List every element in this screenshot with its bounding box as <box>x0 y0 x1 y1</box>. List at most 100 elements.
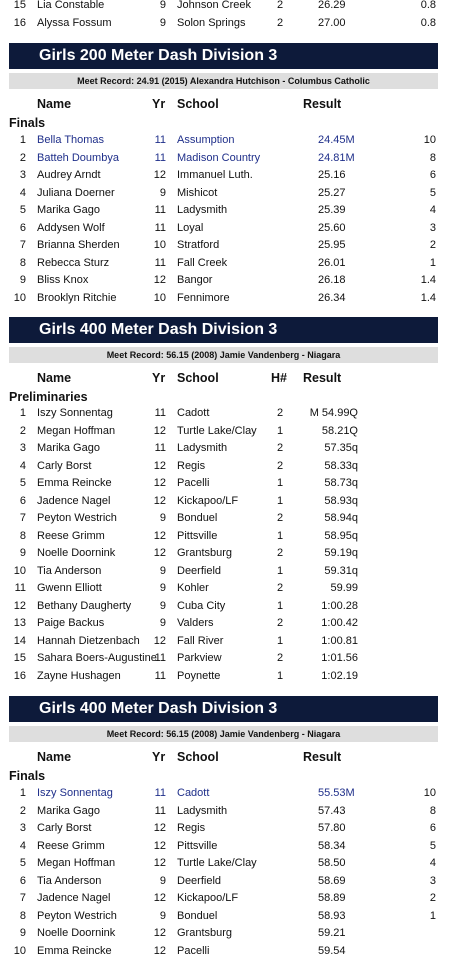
year: 11 <box>154 652 166 664</box>
athlete-name: Brooklyn Ritchie <box>37 291 117 304</box>
header-year: Yr <box>152 97 166 111</box>
place: 12 <box>13 599 26 612</box>
school: Deerfield <box>177 874 222 887</box>
year: 10 <box>153 239 166 251</box>
result: 25.39 <box>318 204 346 216</box>
athlete-name: Zayne Hushagen <box>37 669 121 682</box>
place: 13 <box>13 617 26 629</box>
meet-record: Meet Record: 56.15 (2008) Jamie Vandenbe… <box>9 726 438 742</box>
athlete-name: Bella Thomas <box>37 134 105 146</box>
header-heat: H# <box>271 371 287 385</box>
table-row: 2 Marika Gago 11 Ladysmith 57.43 8 <box>0 803 451 820</box>
heat: 1 <box>276 669 284 682</box>
result: 59.31q <box>324 564 358 577</box>
athlete-name: Rebecca Sturz <box>37 256 110 269</box>
school: Bangor <box>177 274 213 286</box>
table-row: 8 Rebecca Sturz 11 Fall Creek 26.01 1 <box>0 255 451 272</box>
athlete-name: Tia Anderson <box>37 874 102 887</box>
heat: 1 <box>276 494 284 507</box>
points: 1 <box>429 909 436 922</box>
year: 9 <box>159 0 166 11</box>
table-row: 15 Sahara Boers-Augustine 11 Parkview 2 1:01.… <box>0 650 451 667</box>
place: 1 <box>19 787 26 799</box>
athlete-name: Emma Reincke <box>37 944 112 957</box>
school: Cuba City <box>177 599 226 612</box>
table-row: 16 Zayne Hushagen 11 Poynette 1 1:02.19 <box>0 668 451 685</box>
table-row: 7 Jadence Nagel 12 Kickapoo/LF 58.89 2 <box>0 890 451 907</box>
table-row: 6 Addysen Wolf 11 Loyal 25.60 3 <box>0 220 451 237</box>
points: 4 <box>429 204 436 216</box>
table-row: 5 Marika Gago 11 Ladysmith 25.39 4 <box>0 202 451 219</box>
school: Johnson Creek <box>177 0 251 11</box>
school: Pittsville <box>177 839 218 852</box>
event-title: Girls 200 Meter Dash Division 3 <box>9 43 438 69</box>
result: 58.34 <box>318 839 346 852</box>
result: 57.35q <box>324 442 358 454</box>
athlete-name: Iszy Sonnentag <box>37 407 113 419</box>
school: Bonduel <box>177 512 218 524</box>
school: Solon Springs <box>177 17 246 29</box>
place: 15 <box>13 0 26 11</box>
points: 0.8 <box>420 17 436 29</box>
school: Turtle Lake/Clay <box>177 857 257 869</box>
event-title: Girls 400 Meter Dash Division 3 <box>9 317 438 343</box>
place: 15 <box>13 652 26 664</box>
table-row: 8 Reese Grimm 12 Pittsville 1 58.95q <box>0 528 451 545</box>
table-row: 13 Paige Backus 9 Valders 2 1:00.42 <box>0 615 451 632</box>
table-row: 7 Peyton Westrich 9 Bonduel 2 58.94q <box>0 510 451 527</box>
place: 16 <box>13 17 26 29</box>
year: 12 <box>153 477 166 489</box>
result: 58.93 <box>318 909 346 922</box>
place: 2 <box>19 424 26 437</box>
points: 8 <box>429 804 436 817</box>
points: 1 <box>429 256 436 269</box>
result: 24.45M <box>318 134 355 146</box>
round-label: Finals <box>9 116 46 130</box>
year: 9 <box>159 564 166 577</box>
year: 11 <box>154 134 166 146</box>
athlete-name: Bliss Knox <box>37 274 89 286</box>
school: Parkview <box>177 652 222 664</box>
year: 9 <box>159 582 166 594</box>
result: 25.16 <box>318 169 346 181</box>
athlete-name: Jadence Nagel <box>37 494 111 507</box>
year: 12 <box>153 944 166 957</box>
school: Fennimore <box>177 291 230 304</box>
heat: 2 <box>276 512 284 524</box>
athlete-name: Tia Anderson <box>37 564 102 577</box>
result: 59.19q <box>324 547 358 559</box>
result: 1:02.19 <box>321 669 358 682</box>
heat: 2 <box>276 617 284 629</box>
heat: 2 <box>276 407 284 419</box>
year: 12 <box>153 927 166 939</box>
result: 58.33q <box>324 459 358 472</box>
place: 10 <box>13 944 26 957</box>
school: Pacelli <box>177 477 210 489</box>
place: 7 <box>19 239 26 251</box>
event-title: Girls 400 Meter Dash Division 3 <box>9 696 438 722</box>
result: 1:00.42 <box>321 617 358 629</box>
school: Fall River <box>177 634 224 647</box>
place: 3 <box>19 822 26 834</box>
header-year: Yr <box>152 750 166 764</box>
school: Cadott <box>177 407 210 419</box>
athlete-name: Carly Borst <box>37 459 92 472</box>
round-label: Finals <box>9 769 46 783</box>
place: 4 <box>19 186 26 199</box>
result: 1:01.56 <box>321 652 358 664</box>
year: 12 <box>153 529 166 542</box>
place: 8 <box>19 529 26 542</box>
place: 5 <box>19 477 26 489</box>
result: 59.21 <box>318 927 346 939</box>
round-label: Preliminaries <box>9 390 88 404</box>
year: 9 <box>159 874 166 887</box>
table-row: 9 Noelle Doornink 12 Grantsburg 59.21 <box>0 925 451 942</box>
result: 1:00.81 <box>321 634 358 647</box>
table-row: 9 Bliss Knox 12 Bangor 26.18 1.4 <box>0 272 451 289</box>
table-row: 9 Noelle Doornink 12 Grantsburg 2 59.19q <box>0 545 451 562</box>
year: 9 <box>159 599 166 612</box>
table-row: 6 Tia Anderson 9 Deerfield 58.69 3 <box>0 873 451 890</box>
result: 25.60 <box>318 221 346 234</box>
points: 6 <box>429 822 436 834</box>
column-headers: Name Yr School H# Result <box>0 370 451 387</box>
